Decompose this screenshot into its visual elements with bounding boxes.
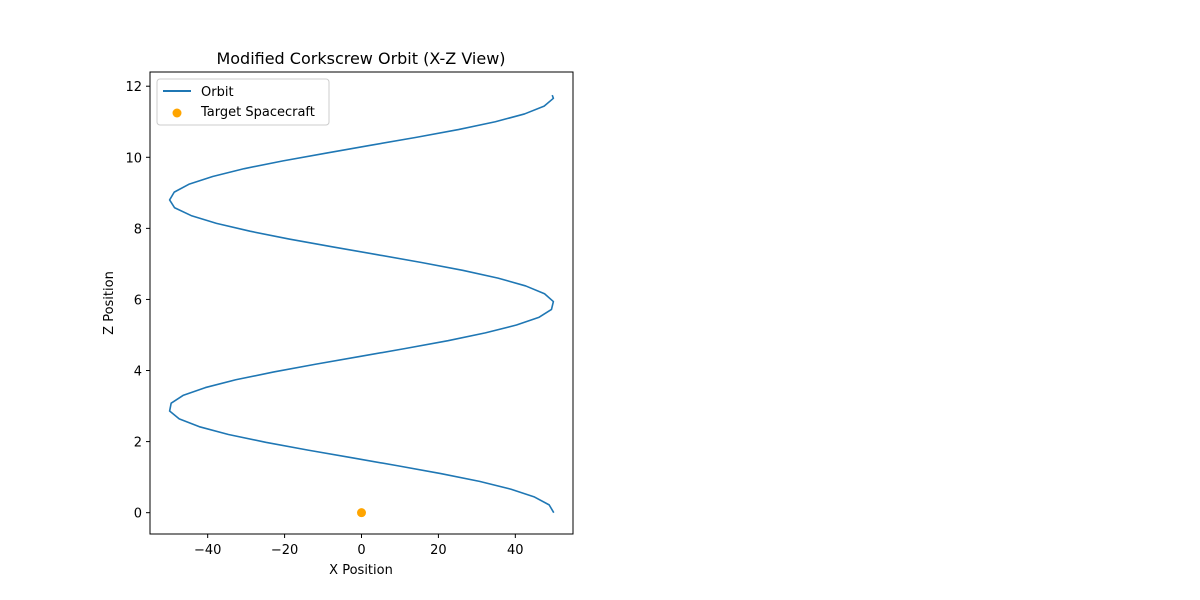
series-layer <box>168 94 555 518</box>
x-tick-label: −40 <box>194 543 221 558</box>
x-tick-label: 0 <box>357 543 365 558</box>
legend: Orbit Target Spacecraft <box>156 78 330 126</box>
y-tick-label: 10 <box>125 151 142 166</box>
legend-label-orbit: Orbit <box>201 85 234 100</box>
legend-box <box>156 78 330 126</box>
y-axis: 0 2 4 6 8 10 12 <box>125 80 150 522</box>
legend-label-target-spacecraft: Target Spacecraft <box>200 105 315 120</box>
x-tick-label: 40 <box>507 543 524 558</box>
x-tick-label: 20 <box>430 543 447 558</box>
x-tick-label: −20 <box>271 543 298 558</box>
y-tick-label: 8 <box>134 222 142 237</box>
y-tick-label: 2 <box>134 436 142 451</box>
scatter-point-target-spacecraft <box>357 508 366 518</box>
y-tick-label: 6 <box>134 293 142 308</box>
y-tick-label: 4 <box>134 365 142 380</box>
x-axis: −40 −20 0 20 40 <box>194 534 524 558</box>
legend-swatch-target-spacecraft <box>172 108 182 118</box>
y-tick-label: 12 <box>125 80 142 95</box>
chart-title: Modified Corkscrew Orbit (X-Z View) <box>216 49 505 68</box>
y-axis-label: Z Position <box>102 271 117 335</box>
y-tick-label: 0 <box>134 507 142 522</box>
x-axis-label: X Position <box>329 563 393 578</box>
series-line-orbit <box>168 94 555 514</box>
